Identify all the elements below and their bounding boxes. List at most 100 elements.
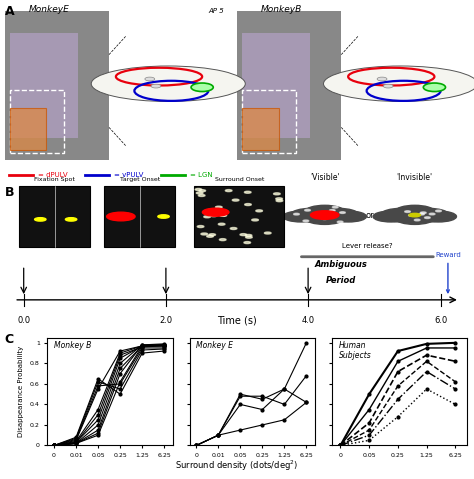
Bar bbox=[242, 34, 310, 138]
Circle shape bbox=[409, 213, 420, 217]
Circle shape bbox=[303, 220, 309, 222]
Circle shape bbox=[380, 208, 426, 222]
Circle shape bbox=[204, 216, 210, 218]
Circle shape bbox=[245, 191, 251, 193]
Text: A: A bbox=[5, 5, 14, 19]
Circle shape bbox=[201, 233, 208, 235]
Text: 2.0: 2.0 bbox=[159, 316, 173, 325]
Circle shape bbox=[314, 208, 359, 222]
Text: 'Visible': 'Visible' bbox=[310, 173, 339, 182]
Circle shape bbox=[196, 192, 203, 194]
Circle shape bbox=[219, 214, 226, 216]
Circle shape bbox=[158, 215, 169, 218]
Bar bbox=[10, 34, 78, 138]
Circle shape bbox=[396, 205, 434, 217]
Text: MonkeyE: MonkeyE bbox=[28, 5, 69, 14]
Circle shape bbox=[199, 190, 206, 192]
Bar bbox=[19, 186, 90, 247]
Circle shape bbox=[332, 206, 338, 208]
Ellipse shape bbox=[323, 66, 474, 102]
Text: RE: RE bbox=[67, 193, 75, 197]
Text: 6.0: 6.0 bbox=[434, 316, 447, 325]
Circle shape bbox=[340, 212, 346, 214]
Circle shape bbox=[419, 213, 424, 215]
Text: Lever release?: Lever release? bbox=[342, 243, 392, 249]
Circle shape bbox=[264, 232, 271, 234]
Circle shape bbox=[245, 204, 251, 205]
Text: Surround density (dots/deg$^2$): Surround density (dots/deg$^2$) bbox=[175, 459, 299, 473]
Text: 4.0: 4.0 bbox=[301, 316, 315, 325]
Circle shape bbox=[216, 206, 222, 208]
Text: MonkeyB: MonkeyB bbox=[261, 5, 302, 14]
Circle shape bbox=[290, 208, 336, 222]
Circle shape bbox=[197, 226, 204, 228]
Text: LE: LE bbox=[37, 193, 44, 197]
Text: Time (s): Time (s) bbox=[217, 316, 257, 326]
Text: Monkey B: Monkey B bbox=[54, 341, 91, 350]
Bar bbox=[10, 108, 46, 150]
Circle shape bbox=[404, 208, 449, 222]
Text: Surround Onset: Surround Onset bbox=[215, 177, 264, 182]
Circle shape bbox=[246, 236, 252, 238]
Circle shape bbox=[207, 235, 213, 237]
Circle shape bbox=[225, 190, 232, 192]
Circle shape bbox=[409, 215, 414, 216]
Circle shape bbox=[198, 194, 205, 196]
Circle shape bbox=[310, 211, 339, 219]
Circle shape bbox=[245, 234, 252, 237]
Text: B: B bbox=[5, 186, 14, 199]
Circle shape bbox=[377, 77, 387, 81]
Circle shape bbox=[322, 218, 328, 219]
Circle shape bbox=[414, 219, 420, 221]
Circle shape bbox=[232, 199, 239, 201]
Circle shape bbox=[429, 213, 435, 215]
Text: = vPULV: = vPULV bbox=[114, 172, 143, 178]
Circle shape bbox=[273, 193, 280, 195]
Circle shape bbox=[195, 189, 202, 191]
Text: C: C bbox=[5, 333, 14, 346]
Circle shape bbox=[436, 210, 441, 212]
Circle shape bbox=[256, 210, 263, 212]
Text: = LGN: = LGN bbox=[190, 172, 212, 178]
Text: Monkey E: Monkey E bbox=[196, 341, 233, 350]
Text: 0.0: 0.0 bbox=[17, 316, 30, 325]
Circle shape bbox=[306, 213, 344, 224]
Circle shape bbox=[145, 77, 155, 81]
Circle shape bbox=[65, 217, 77, 221]
Bar bbox=[5, 11, 109, 160]
Circle shape bbox=[210, 215, 217, 217]
Text: Target Onset: Target Onset bbox=[120, 177, 160, 182]
Circle shape bbox=[107, 212, 135, 221]
Text: 'Invisible': 'Invisible' bbox=[397, 173, 433, 182]
Bar bbox=[194, 186, 284, 247]
Circle shape bbox=[202, 208, 229, 216]
Y-axis label: Disappearance Probability: Disappearance Probability bbox=[18, 346, 24, 437]
Circle shape bbox=[35, 217, 46, 221]
Text: Fixation Spot: Fixation Spot bbox=[34, 177, 75, 182]
Circle shape bbox=[283, 211, 319, 222]
Circle shape bbox=[209, 234, 216, 236]
Bar bbox=[104, 186, 175, 247]
Text: = dPULV: = dPULV bbox=[38, 172, 67, 178]
Circle shape bbox=[252, 219, 258, 221]
Circle shape bbox=[191, 83, 213, 91]
Circle shape bbox=[219, 239, 226, 240]
Circle shape bbox=[276, 198, 283, 200]
Bar bbox=[242, 90, 296, 153]
Circle shape bbox=[293, 213, 299, 215]
Text: Human
Subjects: Human Subjects bbox=[338, 341, 371, 360]
Circle shape bbox=[329, 209, 335, 211]
Ellipse shape bbox=[91, 66, 246, 102]
Text: AP 5: AP 5 bbox=[209, 8, 224, 14]
Circle shape bbox=[305, 209, 310, 211]
Circle shape bbox=[396, 213, 434, 224]
Circle shape bbox=[405, 211, 410, 213]
Bar bbox=[237, 11, 341, 160]
Circle shape bbox=[383, 84, 393, 88]
Text: Reward: Reward bbox=[435, 252, 461, 293]
Circle shape bbox=[373, 211, 409, 222]
Text: Period: Period bbox=[326, 275, 356, 285]
Circle shape bbox=[151, 84, 161, 88]
Circle shape bbox=[420, 212, 426, 214]
Circle shape bbox=[240, 234, 246, 236]
